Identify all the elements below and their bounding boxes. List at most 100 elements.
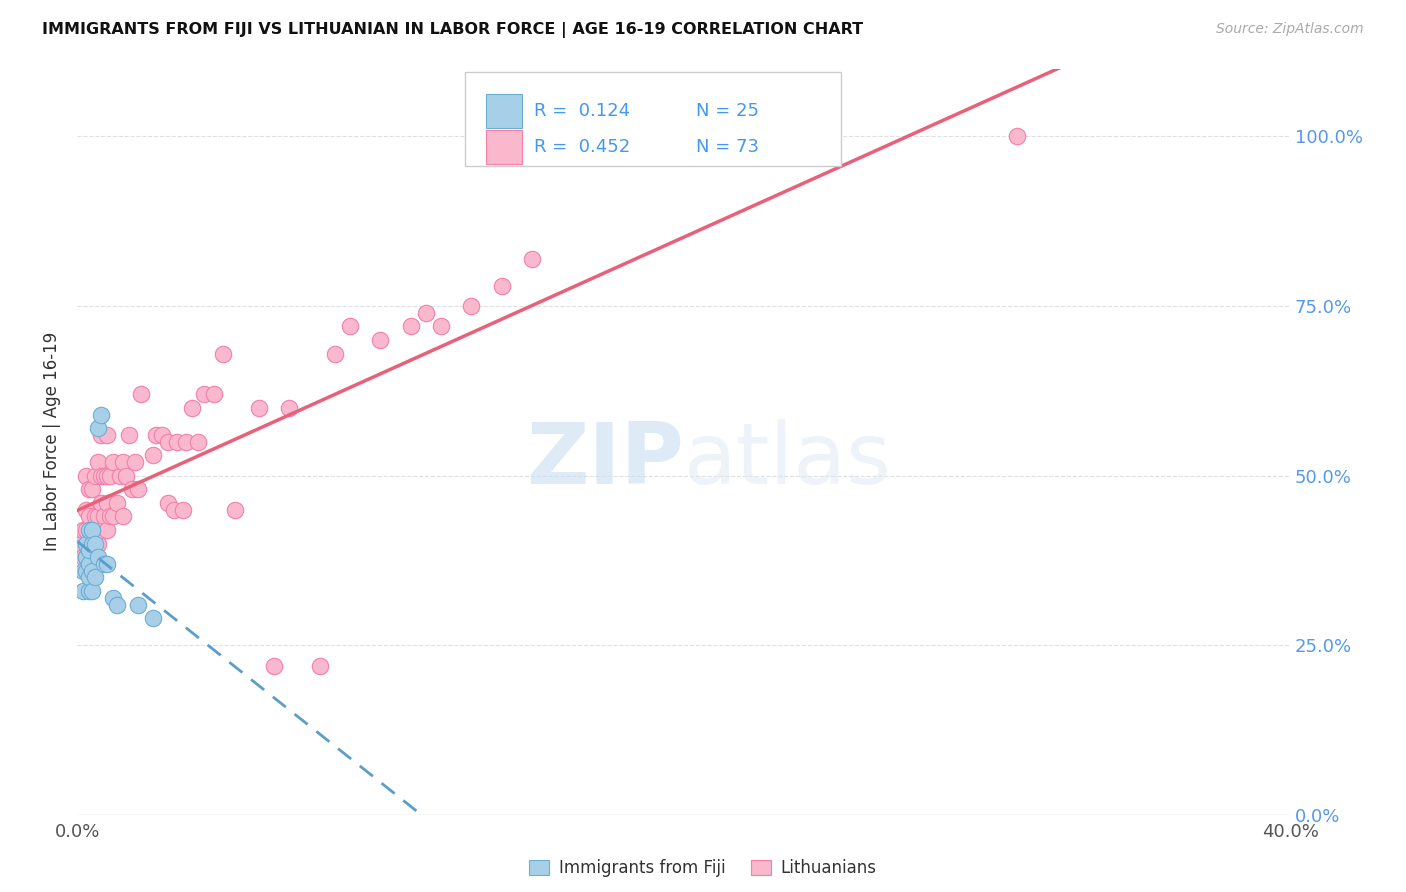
Point: [77, 584, 100, 599]
Point: [93, 468, 115, 483]
Point: [430, 319, 453, 334]
Point: [90, 523, 112, 537]
Point: [90, 428, 112, 442]
Text: IMMIGRANTS FROM FIJI VS LITHUANIAN IN LABOR FORCE | AGE 16-19 CORRELATION CHART: IMMIGRANTS FROM FIJI VS LITHUANIAN IN LA…: [42, 22, 863, 38]
Point: [75, 550, 97, 565]
Point: [157, 496, 180, 510]
Point: [399, 319, 422, 334]
Point: [124, 455, 146, 469]
Point: [105, 598, 128, 612]
Point: [77, 570, 100, 584]
Point: [339, 319, 361, 334]
Point: [100, 468, 122, 483]
Point: [103, 509, 125, 524]
FancyBboxPatch shape: [465, 72, 841, 166]
Point: [111, 509, 134, 524]
Point: [87, 536, 110, 550]
Point: [247, 401, 270, 415]
Point: [84, 468, 107, 483]
Point: [90, 468, 112, 483]
Legend: Immigrants from Fiji, Lithuanians: Immigrants from Fiji, Lithuanians: [523, 853, 883, 884]
Point: [72, 523, 94, 537]
Point: [103, 455, 125, 469]
Point: [69, 536, 91, 550]
Point: [103, 591, 125, 605]
Point: [82, 536, 104, 550]
Text: R =  0.124: R = 0.124: [534, 102, 630, 120]
Point: [96, 468, 118, 483]
Y-axis label: In Labor Force | Age 16-19: In Labor Force | Age 16-19: [44, 332, 60, 551]
Point: [491, 278, 513, 293]
Point: [84, 536, 107, 550]
Point: [520, 252, 543, 266]
Point: [90, 496, 112, 510]
Point: [127, 482, 149, 496]
Point: [100, 509, 122, 524]
Point: [77, 523, 100, 537]
Point: [308, 658, 330, 673]
Point: [72, 550, 94, 565]
Point: [82, 564, 104, 578]
Text: Source: ZipAtlas.com: Source: ZipAtlas.com: [1216, 22, 1364, 37]
Point: [96, 496, 118, 510]
Point: [82, 536, 104, 550]
Point: [87, 421, 110, 435]
Point: [75, 564, 97, 578]
Point: [96, 428, 118, 442]
Text: R =  0.452: R = 0.452: [534, 137, 631, 156]
Point: [72, 564, 94, 578]
Point: [114, 468, 136, 483]
Point: [75, 502, 97, 516]
Point: [77, 509, 100, 524]
Point: [87, 455, 110, 469]
Point: [72, 584, 94, 599]
Point: [129, 387, 152, 401]
Point: [90, 408, 112, 422]
Point: [77, 557, 100, 571]
Point: [278, 401, 301, 415]
Point: [75, 468, 97, 483]
Point: [172, 502, 194, 516]
Point: [142, 448, 165, 462]
Point: [202, 387, 225, 401]
Point: [75, 550, 97, 565]
Point: [105, 496, 128, 510]
Point: [82, 584, 104, 599]
Point: [187, 434, 209, 449]
Point: [211, 346, 233, 360]
Point: [111, 455, 134, 469]
Point: [150, 428, 173, 442]
Point: [193, 387, 215, 401]
Point: [77, 536, 100, 550]
Point: [93, 557, 115, 571]
Point: [96, 557, 118, 571]
FancyBboxPatch shape: [486, 95, 522, 128]
Point: [84, 509, 107, 524]
Text: N = 25: N = 25: [696, 102, 759, 120]
Point: [415, 306, 437, 320]
FancyBboxPatch shape: [486, 130, 522, 164]
Point: [82, 482, 104, 496]
Point: [75, 536, 97, 550]
Point: [96, 523, 118, 537]
Point: [163, 502, 186, 516]
Point: [323, 346, 346, 360]
Point: [84, 570, 107, 584]
Point: [75, 523, 97, 537]
Text: N = 73: N = 73: [696, 137, 759, 156]
Text: ZIP: ZIP: [526, 419, 683, 502]
Point: [460, 299, 482, 313]
Point: [1005, 129, 1028, 144]
Point: [77, 550, 100, 565]
Point: [166, 434, 188, 449]
Point: [82, 523, 104, 537]
Point: [108, 468, 131, 483]
Point: [145, 428, 167, 442]
Point: [77, 543, 100, 558]
Point: [224, 502, 246, 516]
Point: [157, 434, 180, 449]
Text: atlas: atlas: [683, 419, 891, 502]
Point: [370, 333, 392, 347]
Point: [181, 401, 204, 415]
Point: [121, 482, 143, 496]
